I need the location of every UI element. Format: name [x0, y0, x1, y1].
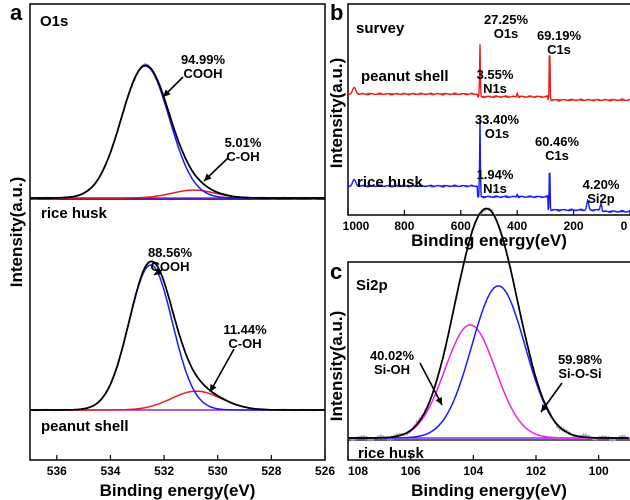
- panel-b-tick-label-400: 400: [507, 219, 527, 233]
- panel-a-title: O1s: [40, 13, 68, 30]
- panel-b-tick-label-0: 0: [621, 219, 628, 233]
- panel-c-si-oh-label: Si-OH: [374, 362, 410, 377]
- panel-a-rice-envelope: [30, 64, 325, 199]
- panel-c-ylabel: Intensity(a.u.): [327, 311, 346, 422]
- panel-a-peanut-raw-spectrum: [29, 260, 326, 412]
- panel-a-peanut-coh-label: C-OH: [228, 336, 261, 351]
- panel-c-frame: [347, 261, 630, 461]
- panel-a-label: a: [10, 0, 23, 25]
- panel-b-peanut-name: peanut shell: [361, 68, 449, 85]
- panel-a-rice-peak-cooh: [30, 65, 325, 199]
- panel-b-peanut-n1s-percent: 3.55%: [477, 67, 514, 82]
- panel-a-tick-label-530: 530: [208, 464, 228, 478]
- panel-a-rice-cooh-arrow-head: [163, 89, 171, 97]
- panel-c-si-o-si-label: Si-O-Si: [558, 366, 601, 381]
- panel-c-sample-label: rice husk: [358, 445, 425, 462]
- panel-a-peanut-cooh-arrow-head: [154, 268, 162, 275]
- panel-a-rice-cooh-percent: 94.99%: [181, 52, 226, 67]
- panel-a-rice-coh-arrow-head: [204, 173, 212, 181]
- panel-a-xlabel: Binding energy(eV): [100, 481, 256, 500]
- panel-c-tick-label-106: 106: [401, 464, 421, 478]
- panel-a-rice-coh-label: C-OH: [226, 149, 259, 164]
- panel-b-tick-label-600: 600: [451, 219, 471, 233]
- panel-c-si-oh-percent: 40.02%: [370, 348, 415, 363]
- panel-b-peanut-o1s-label: O1s: [494, 26, 519, 41]
- panel-c-title: Si2p: [356, 277, 388, 294]
- panel-a-peanut-peak-cooh: [30, 264, 325, 411]
- panel-c-tick-label-104: 104: [463, 464, 483, 478]
- panel-b-tick-label-200: 200: [564, 219, 584, 233]
- panel-c-tick-label-102: 102: [526, 464, 546, 478]
- panel-c-tick-label-108: 108: [348, 464, 368, 478]
- panel-a-peanut-coh-arrow-head: [210, 384, 217, 392]
- panel-b-label: b: [330, 0, 343, 25]
- panel-b-rice-c1s-label: C1s: [545, 148, 569, 163]
- panel-c-envelope: [348, 207, 629, 439]
- panel-b-peanut-c1s-label: C1s: [547, 42, 571, 57]
- panel-b-tick-label-800: 800: [394, 219, 414, 233]
- panel-a-rice-raw-spectrum: [29, 62, 326, 200]
- panel-c-si-o-si-percent: 59.98%: [558, 352, 603, 367]
- panel-b-frame: [347, 3, 630, 216]
- panel-a-tick-label-536: 536: [47, 464, 67, 478]
- panel-a-rice-sample-label: rice husk: [41, 205, 108, 222]
- panel-b-ylabel: Intensity(a.u.): [327, 58, 346, 169]
- panel-b-tick-label-1000: 1000: [343, 219, 370, 233]
- panel-b-peanut-c1s-percent: 69.19%: [537, 28, 582, 43]
- panel-a-ylabel: Intensity(a.u.): [7, 177, 26, 288]
- panel-c-si-oh-arrow-head: [435, 397, 442, 405]
- panel-b-rice-n1s-label: N1s: [483, 181, 507, 196]
- panel-b-peanut-n1s-label: N1s: [483, 81, 507, 96]
- panel-b-rice-name: rice husk: [357, 174, 424, 191]
- panel-a-rice-coh-percent: 5.01%: [225, 135, 262, 150]
- panel-b-rice-o1s-label: O1s: [485, 126, 510, 141]
- panel-c-si-o-si-arrow-head: [541, 404, 549, 412]
- panel-a-peanut-sample-label: peanut shell: [41, 418, 129, 435]
- panel-a-peanut-coh-arrow: [209, 348, 235, 393]
- panel-c-tick-label-100: 100: [589, 464, 609, 478]
- panel-a-peanut-coh-percent: 11.44%: [223, 322, 267, 337]
- panel-c-label: c: [330, 259, 342, 284]
- panel-a-tick-label-534: 534: [100, 464, 120, 478]
- panel-b-rice-si2p-label: Si2p: [587, 191, 615, 206]
- panel-a-tick-label-526: 526: [315, 464, 335, 478]
- panel-a-peanut-cooh-percent: 88.56%: [148, 245, 193, 260]
- panel-a-tick-label-528: 528: [261, 464, 281, 478]
- panel-a-tick-label-532: 532: [154, 464, 174, 478]
- panel-b-rice-n1s-percent: 1.94%: [477, 167, 514, 182]
- panel-a-peanut-envelope: [30, 260, 325, 411]
- panel-b-rice-c1s-percent: 60.46%: [535, 134, 580, 149]
- panel-b-rice-o1s-percent: 33.40%: [475, 112, 520, 127]
- panel-b-peanut-o1s-percent: 27.25%: [484, 12, 529, 27]
- panel-b-rice-si2p-percent: 4.20%: [583, 177, 620, 192]
- panel-b-rice-spectrum: [347, 118, 630, 214]
- panel-c-peak-si-oh: [348, 324, 629, 439]
- panel-a-peanut-peak-coh: [30, 390, 325, 411]
- panel-b-title: survey: [356, 20, 405, 37]
- panel-a-rice-cooh-label: COOH: [184, 66, 223, 81]
- panel-b-peanut-spectrum: [347, 44, 630, 102]
- panel-c-si-oh-arrow: [419, 362, 443, 406]
- panel-a-frame: [29, 3, 326, 461]
- panel-c-xlabel: Binding energy(eV): [411, 481, 567, 500]
- panel-b-xlabel: Binding energy(eV): [411, 231, 567, 250]
